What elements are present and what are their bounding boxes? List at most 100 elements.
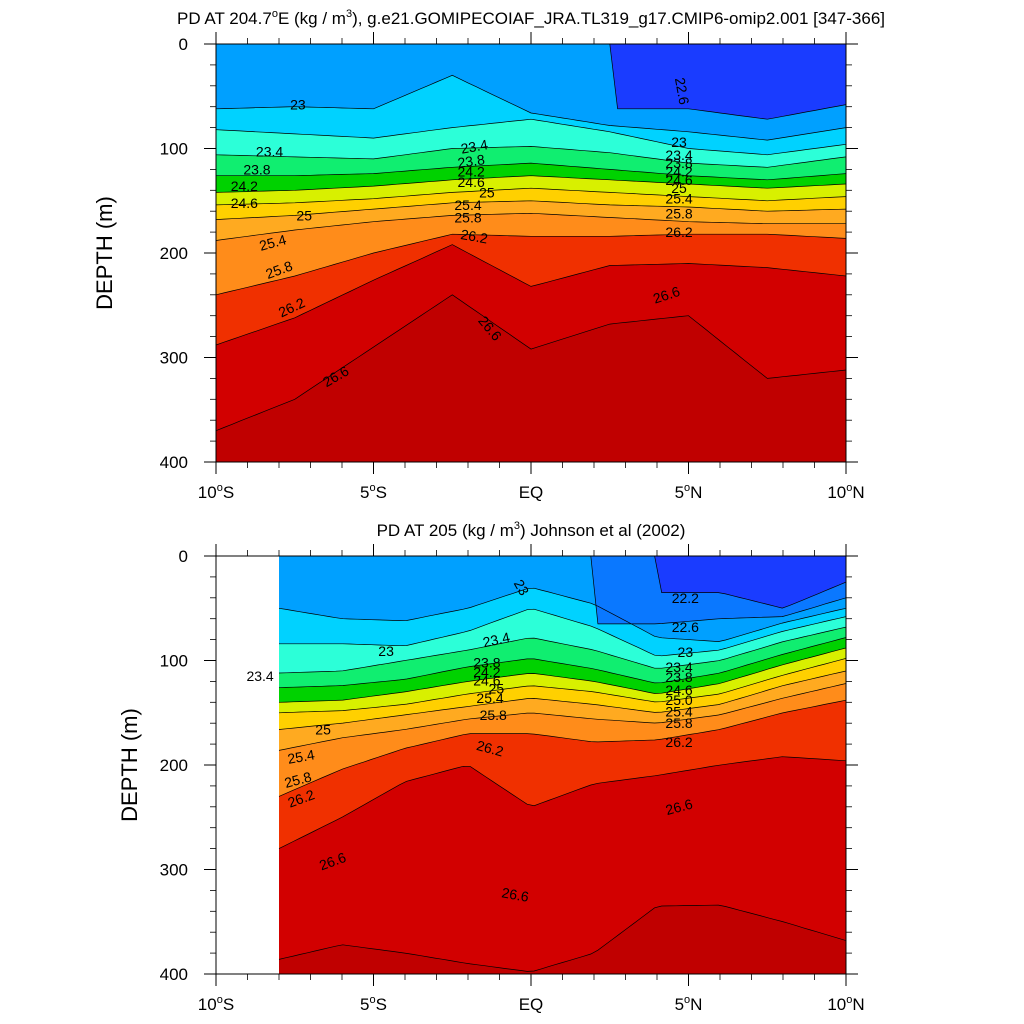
isopycnal-line <box>216 233 846 296</box>
x-tick-label: EQ <box>519 483 544 502</box>
contour-lines <box>216 44 846 432</box>
contour-label: 25.8 <box>480 707 507 723</box>
contour-label: 24.2 <box>231 178 258 194</box>
isopycnal-line <box>216 175 846 193</box>
y-axis-label: DEPTH (m) <box>92 196 117 310</box>
isopycnal-line <box>278 637 846 689</box>
contour-label: 26.6 <box>500 884 530 905</box>
contour-label: 24.2 <box>665 163 692 179</box>
contour-label: 23.4 <box>459 136 489 157</box>
contour-label: 25.8 <box>283 768 314 791</box>
isopycnal-line <box>216 200 846 220</box>
isopycnal-line <box>278 647 846 703</box>
contour-label: 24.6 <box>231 195 258 211</box>
panel-title: PD AT 204.7oE (kg / m3), g.e21.GOMIPECOI… <box>177 8 885 28</box>
isopycnal-line <box>216 244 846 346</box>
y-tick-label: 100 <box>160 140 188 159</box>
y-tick-label: 0 <box>179 35 188 54</box>
isopycnal-line <box>216 212 846 241</box>
isopycnal-line <box>278 670 846 730</box>
x-tick-label: EQ <box>519 995 544 1014</box>
x-tick-label: 5oN <box>675 994 703 1014</box>
y-tick-label: 300 <box>160 349 188 368</box>
isopycnal-line <box>278 658 846 714</box>
contour-label: 25 <box>489 681 505 697</box>
x-tick-label: 10oS <box>198 994 234 1014</box>
isopycnal-line <box>278 699 846 797</box>
y-tick-label: 300 <box>160 861 188 880</box>
isopycnal-line <box>278 904 846 972</box>
isopycnal-line <box>278 683 846 751</box>
contour-label: 25 <box>479 184 495 200</box>
contour-label: 26.2 <box>665 224 692 240</box>
contour-label: 22.6 <box>672 76 693 106</box>
contour-label: 25.4 <box>665 191 692 207</box>
isopycnal-line <box>278 756 846 849</box>
panel-model: PD AT 204.7oE (kg / m3), g.e21.GOMIPECOI… <box>92 8 885 502</box>
contour-label: 23 <box>378 643 394 659</box>
x-tick-label: 5oS <box>360 482 387 502</box>
contour-label: 25.0 <box>665 692 692 708</box>
isopycnal-line <box>216 44 846 120</box>
contour-label: 25 <box>296 207 312 223</box>
contour-label: 23.4 <box>481 629 511 650</box>
contour-label: 23 <box>671 134 687 150</box>
contour-label: 25.8 <box>665 715 692 731</box>
contour-label: 25 <box>671 180 687 196</box>
contour-label: 25.8 <box>454 209 481 225</box>
contour-label: 26.6 <box>664 795 695 818</box>
contour-label: 25.8 <box>665 205 692 221</box>
contour-label: 23.4 <box>665 147 692 163</box>
contour-label: 25 <box>315 721 331 737</box>
contour-label: 24.2 <box>473 664 500 680</box>
contour-label: 23.4 <box>246 668 273 684</box>
contour-label: 23.8 <box>665 669 692 685</box>
isopycnal-line <box>216 294 846 432</box>
contour-label: 25.4 <box>257 231 288 254</box>
x-tick-label: 5oN <box>675 482 703 502</box>
isopycnal-line <box>278 587 846 642</box>
contour-label: 23.8 <box>457 151 486 171</box>
contour-labels: 23 22.623.423.824.224.62525.425.826.226.6… <box>231 76 693 390</box>
isopycnal-line <box>279 608 846 657</box>
contour-fill-area <box>216 44 846 462</box>
contour-label: 24.6 <box>665 172 692 188</box>
x-tick-label: 10oS <box>198 482 234 502</box>
contour-label: 25.4 <box>454 197 481 213</box>
panel-observations: PD AT 205 (kg / m3) Johnson et al (2002)… <box>117 520 865 1014</box>
contour-label: 23.8 <box>243 161 270 177</box>
contour-label: 26.2 <box>459 226 489 247</box>
density-band <box>279 556 846 609</box>
isopycnal-line <box>279 556 846 625</box>
contour-bands <box>216 44 846 462</box>
density-band <box>216 44 846 120</box>
contour-label: 23 <box>290 97 306 113</box>
isopycnal-line <box>216 74 846 141</box>
contour-label: 24.2 <box>458 163 485 179</box>
contour-label: 25.4 <box>665 704 692 720</box>
isopycnal-line <box>216 118 846 156</box>
contour-label: 23.8 <box>473 655 500 671</box>
isopycnal-line <box>279 556 846 609</box>
isopycnal-line <box>278 626 846 674</box>
isopycnal-line <box>216 162 846 181</box>
y-tick-label: 200 <box>160 756 188 775</box>
contour-label: 25.4 <box>476 690 503 706</box>
y-tick-label: 400 <box>160 453 188 472</box>
contour-bands <box>279 556 846 974</box>
contour-label: 24.6 <box>665 682 692 698</box>
contour-lines <box>278 556 846 972</box>
contour-label: 23.4 <box>665 659 692 675</box>
y-tick-label: 100 <box>160 652 188 671</box>
y-tick-label: 200 <box>160 244 188 263</box>
contour-label: 26.2 <box>475 737 506 760</box>
contour-label: 25.4 <box>286 746 316 767</box>
contour-label: 24.6 <box>458 174 485 190</box>
contour-label: 26.2 <box>665 734 692 750</box>
panel-title: PD AT 205 (kg / m3) Johnson et al (2002) <box>377 520 686 540</box>
isopycnal-line <box>216 187 846 206</box>
x-tick-label: 10oN <box>827 482 864 502</box>
contour-label: 23.8 <box>665 155 692 171</box>
contour-fill-area <box>216 556 846 974</box>
x-tick-label: 5oS <box>360 994 387 1014</box>
